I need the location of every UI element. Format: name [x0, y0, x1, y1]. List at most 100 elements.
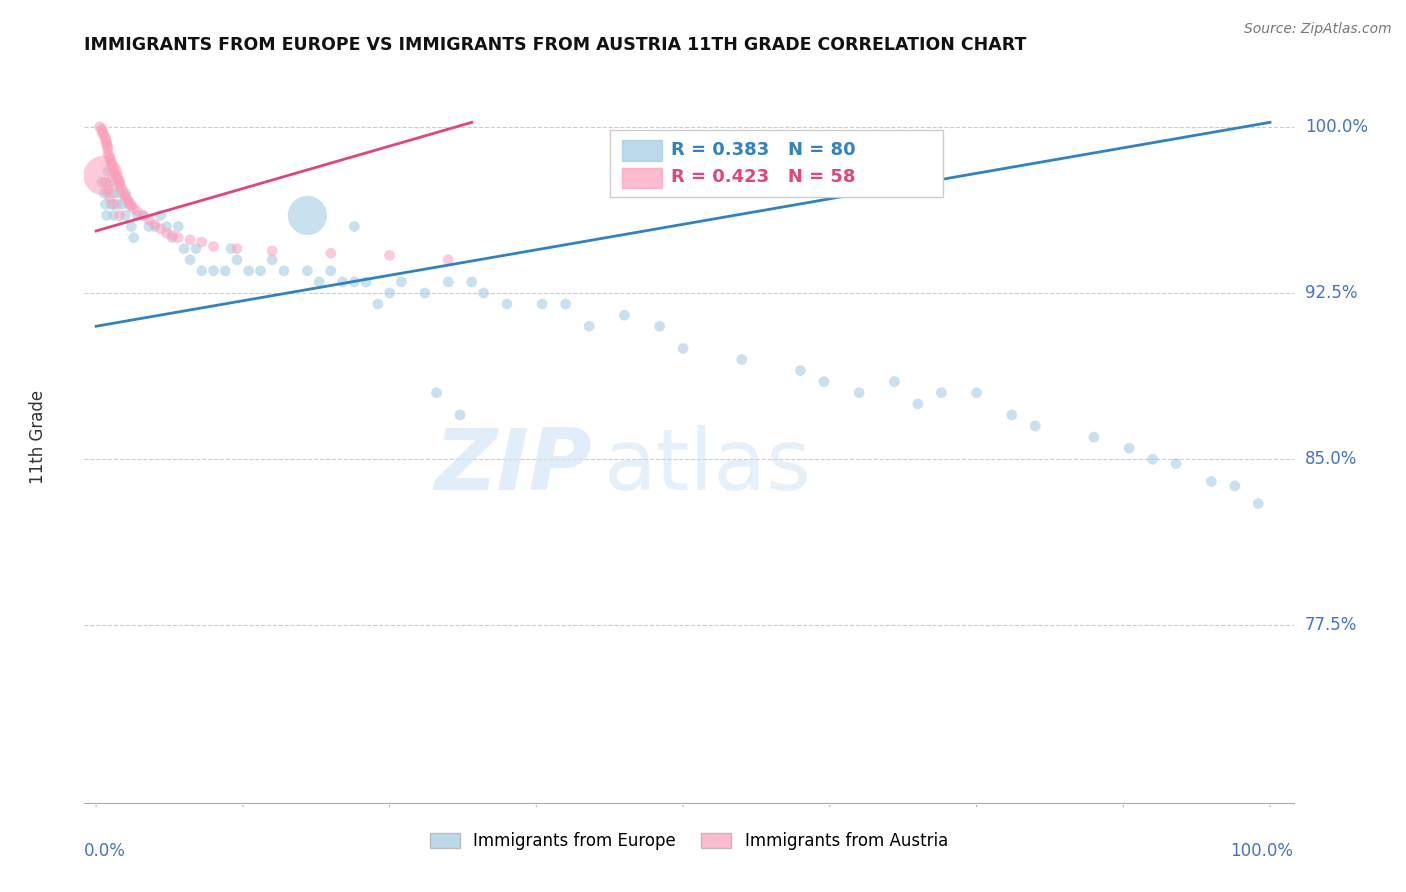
Point [219, 242, 242, 256]
Legend: Immigrants from Europe, Immigrants from Austria: Immigrants from Europe, Immigrants from … [423, 825, 955, 856]
Point [319, 246, 342, 260]
Point [111, 197, 134, 211]
Point [343, 275, 366, 289]
Point [96, 136, 118, 150]
Point [167, 219, 190, 234]
Point [449, 408, 471, 422]
Point [238, 264, 260, 278]
Text: 100.0%: 100.0% [1230, 842, 1294, 860]
Point [308, 275, 330, 289]
Point [107, 173, 129, 187]
Point [114, 191, 136, 205]
Text: 77.5%: 77.5% [1305, 616, 1357, 634]
Point [112, 186, 135, 201]
Point [143, 217, 166, 231]
Text: Source: ZipAtlas.com: Source: ZipAtlas.com [1244, 22, 1392, 37]
Point [91, 124, 114, 138]
Point [97, 182, 120, 196]
Point [98, 175, 121, 189]
Point [425, 385, 447, 400]
Point [472, 285, 495, 300]
Point [103, 197, 125, 211]
Point [413, 285, 436, 300]
Point [1223, 479, 1246, 493]
FancyBboxPatch shape [610, 130, 943, 197]
Point [143, 219, 166, 234]
Point [127, 204, 149, 219]
Text: R = 0.423   N = 58: R = 0.423 N = 58 [671, 169, 855, 186]
Point [214, 264, 236, 278]
Point [98, 191, 121, 205]
Point [1024, 419, 1046, 434]
Point [155, 219, 177, 234]
Point [110, 179, 132, 194]
Point [103, 164, 125, 178]
Point [1201, 475, 1223, 489]
Point [97, 146, 120, 161]
Point [496, 297, 519, 311]
Point [120, 219, 142, 234]
Point [1247, 497, 1270, 511]
Point [966, 385, 988, 400]
Point [149, 209, 172, 223]
Point [554, 297, 576, 311]
Point [190, 264, 212, 278]
Point [98, 148, 121, 162]
Point [226, 242, 249, 256]
Text: atlas: atlas [605, 425, 813, 508]
Point [100, 197, 122, 211]
Point [108, 186, 131, 201]
Point [297, 264, 319, 278]
Point [179, 233, 201, 247]
Point [167, 230, 190, 244]
Point [97, 142, 120, 156]
Point [96, 137, 118, 152]
Point [108, 209, 131, 223]
Point [648, 319, 671, 334]
FancyBboxPatch shape [623, 140, 662, 161]
Text: 100.0%: 100.0% [1305, 118, 1368, 136]
Point [190, 235, 212, 249]
Point [91, 169, 114, 183]
Point [389, 275, 412, 289]
Point [93, 186, 115, 201]
Point [789, 363, 811, 377]
Point [118, 195, 141, 210]
Point [262, 244, 284, 258]
Point [378, 248, 401, 262]
Point [367, 297, 389, 311]
Point [907, 397, 929, 411]
Point [343, 219, 366, 234]
Point [105, 169, 128, 183]
Point [1166, 457, 1188, 471]
Point [94, 131, 117, 145]
Point [94, 133, 117, 147]
Point [883, 375, 905, 389]
Point [273, 264, 295, 278]
Point [103, 161, 125, 176]
Point [672, 342, 695, 356]
Point [98, 151, 121, 165]
Point [731, 352, 754, 367]
Point [105, 197, 128, 211]
Point [114, 186, 136, 201]
Point [138, 212, 160, 227]
Point [226, 252, 249, 267]
Point [162, 230, 184, 244]
Text: 0.0%: 0.0% [84, 842, 127, 860]
Point [332, 275, 354, 289]
Text: 85.0%: 85.0% [1305, 450, 1357, 468]
Point [122, 230, 145, 244]
Point [91, 122, 114, 136]
Point [100, 155, 122, 169]
Point [1142, 452, 1164, 467]
Point [179, 252, 201, 267]
Point [149, 221, 172, 235]
Point [184, 242, 207, 256]
FancyBboxPatch shape [623, 168, 662, 188]
Point [319, 264, 342, 278]
Point [89, 120, 111, 134]
Point [1001, 408, 1024, 422]
Point [354, 275, 377, 289]
Point [378, 285, 401, 300]
